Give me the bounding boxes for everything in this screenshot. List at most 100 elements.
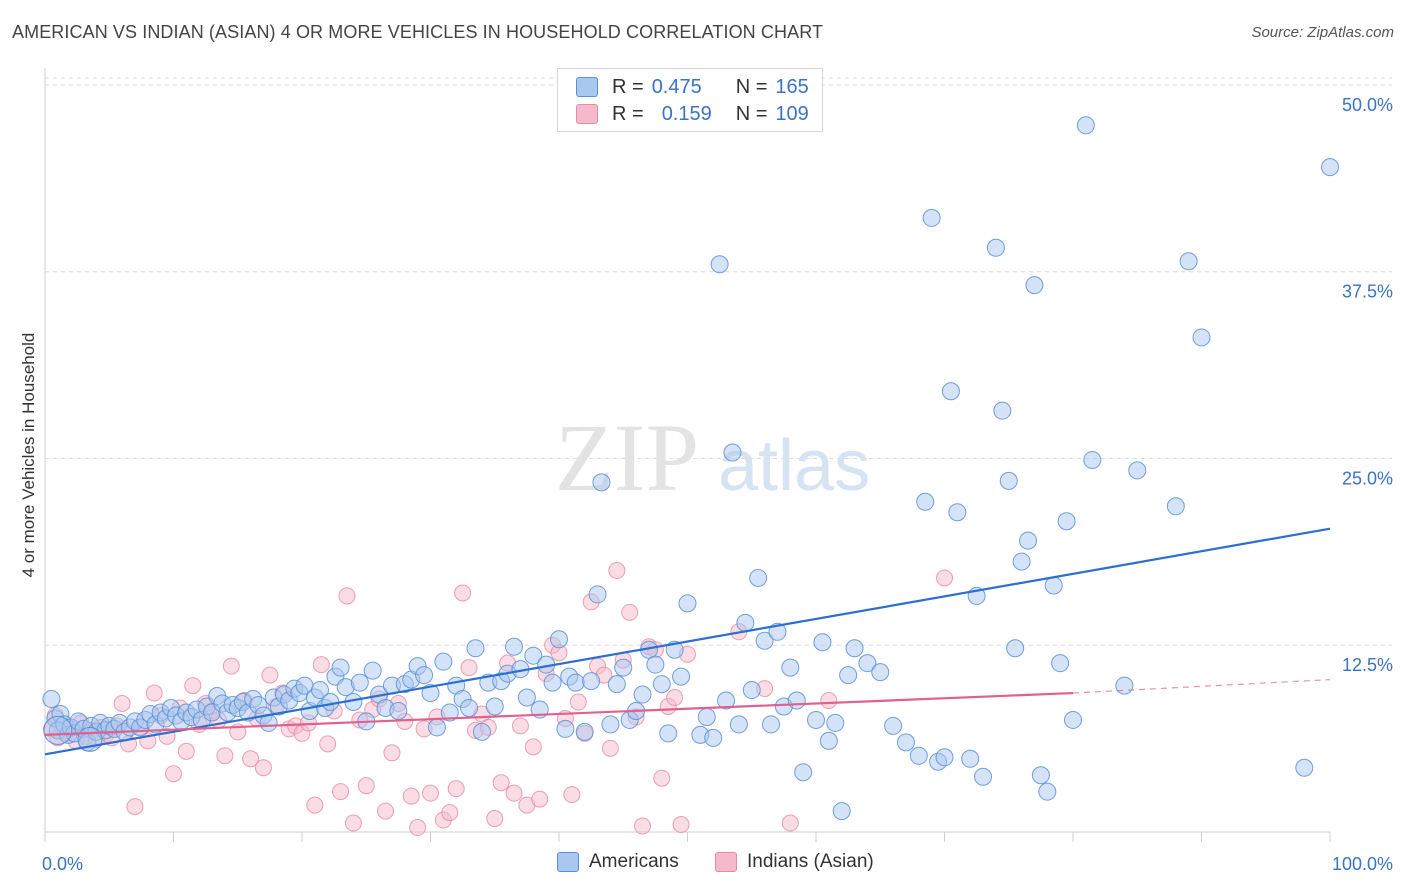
americans-point — [723, 443, 742, 462]
grid-lines — [45, 77, 1392, 646]
americans-point — [871, 663, 890, 682]
indians-r-value: 0.159 — [661, 102, 712, 125]
indians-point — [621, 603, 639, 621]
americans-point — [582, 672, 601, 691]
indians-point — [344, 814, 362, 832]
americans-point — [1012, 552, 1031, 571]
indians-point — [409, 819, 427, 837]
indians-point — [242, 750, 260, 768]
americans-n-value: 165 — [775, 75, 809, 98]
americans-point — [697, 707, 716, 726]
indians-trend-extension — [1072, 679, 1331, 694]
indians-point — [820, 692, 838, 710]
americans-point — [1038, 782, 1057, 801]
indians-point — [261, 666, 279, 684]
legend-row-indians: R = 0.159 N = 109 — [576, 102, 809, 126]
americans-point — [999, 471, 1018, 490]
tick-labels: 12.5% 25.0% 37.5% 50.0% 0.0% 100.0% — [42, 95, 1393, 874]
americans-point — [839, 666, 858, 685]
americans-point — [884, 716, 903, 735]
americans-point — [819, 731, 838, 750]
n-label: N = — [735, 102, 768, 125]
americans-point — [415, 666, 434, 685]
indians-point — [222, 657, 240, 675]
americans-point — [807, 710, 825, 729]
r-label: R = — [612, 75, 644, 98]
indians-point — [338, 587, 356, 605]
indians-swatch — [576, 104, 598, 124]
americans-point — [310, 681, 329, 700]
americans-point — [948, 503, 967, 522]
americans-point — [652, 675, 671, 694]
indians-point — [113, 695, 131, 713]
indians-point — [672, 816, 690, 834]
indians-point — [254, 759, 272, 777]
americans-point — [736, 613, 755, 632]
americans-point — [633, 685, 652, 704]
americans-point — [659, 724, 678, 743]
americans-point — [1044, 576, 1063, 595]
indians-point — [460, 659, 478, 677]
americans-point — [1166, 497, 1185, 516]
americans-point — [646, 655, 665, 674]
americans-legend-label: Americans — [589, 851, 679, 872]
bottom-legend-americans: Americans — [557, 851, 679, 873]
americans-point — [678, 594, 697, 613]
n-label: N = — [735, 75, 768, 98]
americans-point — [909, 746, 928, 765]
americans-point — [832, 802, 851, 821]
americans-point — [566, 673, 585, 692]
x-tick-label: 0.0% — [42, 854, 83, 874]
indians-point — [422, 784, 439, 802]
americans-point — [1083, 450, 1102, 469]
source-label: Source: ZipAtlas.com — [1251, 24, 1394, 41]
americans-point — [43, 715, 73, 745]
y-axis-label: 4 or more Vehicles in Household — [19, 333, 38, 578]
americans-point — [974, 767, 993, 786]
americans-point — [1192, 328, 1211, 347]
americans-point — [941, 382, 960, 401]
americans-point — [935, 748, 954, 767]
y-tick-label: 25.0% — [1342, 468, 1393, 488]
indians-point — [312, 656, 330, 674]
americans-point — [1064, 710, 1082, 729]
americans-point — [826, 713, 845, 732]
americans-point — [543, 673, 562, 692]
watermark-zip: ZIP — [555, 404, 699, 511]
indians-point — [634, 817, 652, 835]
americans-point — [1128, 461, 1147, 480]
americans-point — [556, 719, 575, 738]
americans-point — [717, 691, 736, 710]
indians-point — [569, 693, 587, 711]
americans-point — [1179, 252, 1198, 271]
americans-point — [845, 639, 864, 658]
americans-point — [485, 697, 504, 716]
indians-point — [653, 769, 671, 787]
bottom-legend-indians: Indians (Asian) — [715, 851, 874, 873]
americans-point — [434, 652, 453, 671]
indians-point — [563, 786, 581, 804]
indians-point — [306, 796, 324, 814]
y-tick-label: 50.0% — [1342, 95, 1393, 115]
americans-point — [961, 749, 980, 768]
indians-n-value: 109 — [775, 102, 809, 125]
americans-point — [762, 715, 781, 734]
americans-point — [363, 661, 382, 680]
indians-point — [531, 790, 549, 808]
stats-legend: R = 0.475 N = 165 R = 0.159 N = 109 — [557, 68, 823, 132]
indians-point — [319, 735, 337, 753]
x-tick-label: 100.0% — [1332, 854, 1393, 874]
americans-point — [1019, 531, 1038, 550]
americans-point — [1006, 639, 1025, 658]
indians-point — [492, 774, 510, 792]
americans-point — [472, 722, 491, 741]
americans-point — [614, 658, 633, 677]
r-label: R = — [612, 102, 644, 125]
americans-point — [742, 681, 761, 700]
americans-point — [389, 701, 408, 720]
indians-trend-line — [44, 691, 1074, 736]
americans-point — [729, 715, 748, 734]
americans-point — [896, 733, 915, 752]
americans-point — [794, 763, 813, 782]
americans-point — [440, 703, 459, 722]
